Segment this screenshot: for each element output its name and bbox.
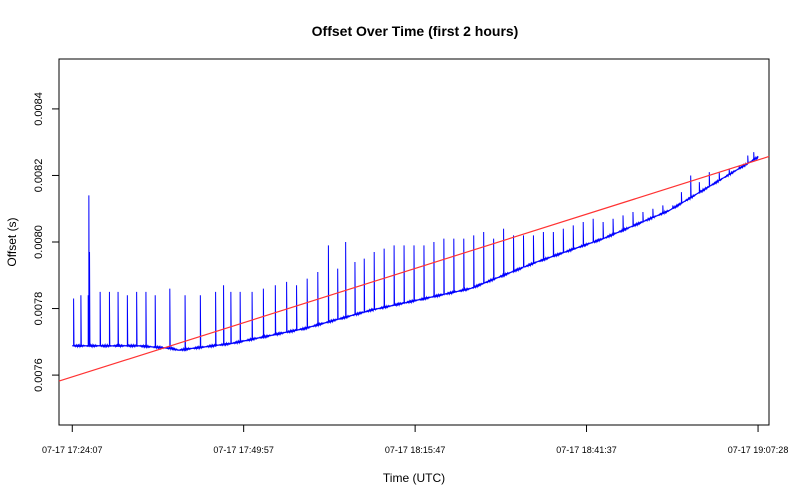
- y-tick-label: 0.0084: [33, 92, 45, 126]
- chart-title: Offset Over Time (first 2 hours): [312, 23, 519, 39]
- x-axis-label: Time (UTC): [383, 471, 445, 485]
- x-axis: 07-17 17:24:07 07-17 17:49:57 07-17 18:15:…: [42, 424, 789, 455]
- x-tick-label: 07-17 18:41:37: [556, 445, 617, 455]
- series-offset-line: [72, 152, 759, 352]
- x-tick-label: 07-17 18:15:47: [385, 445, 446, 455]
- x-tick-label: 07-17 19:07:28: [728, 445, 789, 455]
- y-tick-label: 0.0080: [33, 225, 45, 259]
- x-tick-label: 07-17 17:49:57: [213, 445, 274, 455]
- y-tick-label: 0.0082: [33, 159, 45, 193]
- y-tick-label: 0.0078: [33, 292, 45, 326]
- series-trend-line: [58, 155, 770, 382]
- x-tick-label: 07-17 17:24:07: [42, 445, 103, 455]
- y-axis-label: Offset (s): [5, 217, 19, 266]
- y-tick-label: 0.0076: [33, 358, 45, 392]
- series-group: [58, 152, 770, 382]
- y-axis: 0.0076 0.0078 0.0080 0.0082 0.0084: [33, 92, 60, 392]
